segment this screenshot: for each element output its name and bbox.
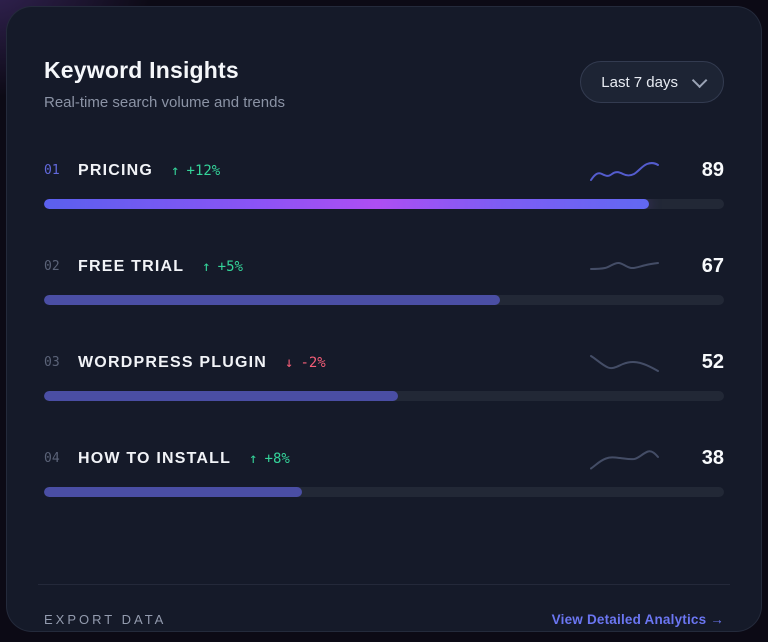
trend-sparkline-path [590, 261, 659, 270]
trend-sparkline [590, 261, 659, 270]
change-indicator: ↓ -2% [285, 355, 326, 371]
keyword-label: HOW TO INSTALL [78, 449, 232, 467]
keyword-row-line: 03 WORDPRESS PLUGIN ↓ -2% 52 [44, 349, 724, 377]
keyword-label: WORDPRESS PLUGIN [78, 353, 267, 371]
keyword-list: 01 PRICING ↑ +12% 89 02 FREE TRIAL ↑ +5% [38, 157, 730, 541]
keyword-row-line: 02 FREE TRIAL ↑ +5% 67 [44, 253, 724, 281]
trend-arrow-icon: ↑ [202, 258, 211, 275]
keyword-label: PRICING [78, 161, 154, 179]
volume-bar-track [44, 390, 724, 401]
trend-sparkline [590, 161, 659, 181]
change-percent: +12% [186, 162, 221, 179]
card-footer: EXPORT DATA View Detailed Analytics → [38, 583, 730, 631]
card-header: Keyword Insights Real-time search volume… [38, 57, 730, 111]
trend-sparkline-path [590, 161, 659, 181]
trend-arrow-icon: ↓ [285, 354, 294, 371]
keyword-row[interactable]: 01 PRICING ↑ +12% 89 [44, 157, 724, 209]
keyword-rank: 01 [44, 163, 60, 179]
date-range-value: Last 7 days [601, 73, 678, 91]
volume-bar-track [44, 198, 724, 209]
keyword-rank: 04 [44, 451, 60, 467]
change-percent: -2% [300, 354, 326, 371]
change-percent: +8% [264, 450, 290, 467]
keyword-insights-card: Keyword Insights Real-time search volume… [6, 6, 762, 632]
trend-sparkline-path [590, 354, 659, 372]
trend-sparkline [590, 354, 659, 372]
volume-bar-fill [44, 294, 500, 305]
keyword-label: FREE TRIAL [78, 257, 185, 275]
volume-bar-fill [44, 390, 398, 401]
keyword-volume-value: 52 [701, 351, 724, 374]
keyword-row[interactable]: 04 HOW TO INSTALL ↑ +8% 38 [44, 445, 724, 497]
keyword-row-line: 01 PRICING ↑ +12% 89 [44, 157, 724, 185]
chevron-down-icon [691, 72, 708, 88]
export-data-button[interactable]: EXPORT DATA [44, 612, 167, 628]
keyword-rank: 03 [44, 355, 60, 371]
trend-arrow-icon: ↑ [171, 162, 180, 179]
change-indicator: ↑ +12% [171, 163, 220, 179]
keyword-volume-value: 67 [701, 255, 724, 278]
change-indicator: ↑ +8% [249, 451, 290, 467]
volume-bar-fill [44, 198, 650, 209]
volume-bar-track [44, 294, 724, 305]
keyword-row[interactable]: 02 FREE TRIAL ↑ +5% 67 [44, 253, 724, 305]
volume-bar-track [44, 486, 724, 497]
change-percent: +5% [217, 258, 243, 275]
keyword-volume-value: 89 [701, 159, 724, 182]
date-range-dropdown[interactable]: Last 7 days [580, 61, 724, 103]
trend-sparkline-path [590, 449, 659, 470]
trend-arrow-icon: ↑ [249, 450, 258, 467]
keyword-row-line: 04 HOW TO INSTALL ↑ +8% 38 [44, 445, 724, 473]
page-title: Keyword Insights [44, 57, 239, 83]
header-text: Keyword Insights Real-time search volume… [44, 57, 285, 111]
keyword-volume-value: 38 [701, 447, 724, 470]
keyword-row[interactable]: 03 WORDPRESS PLUGIN ↓ -2% 52 [44, 349, 724, 401]
view-detailed-analytics-link[interactable]: View Detailed Analytics → [551, 612, 724, 628]
trend-sparkline [590, 449, 659, 470]
page-subtitle: Real-time search volume and trends [44, 93, 285, 111]
keyword-rank: 02 [44, 259, 60, 275]
volume-bar-fill [44, 486, 303, 497]
change-indicator: ↑ +5% [202, 259, 243, 275]
